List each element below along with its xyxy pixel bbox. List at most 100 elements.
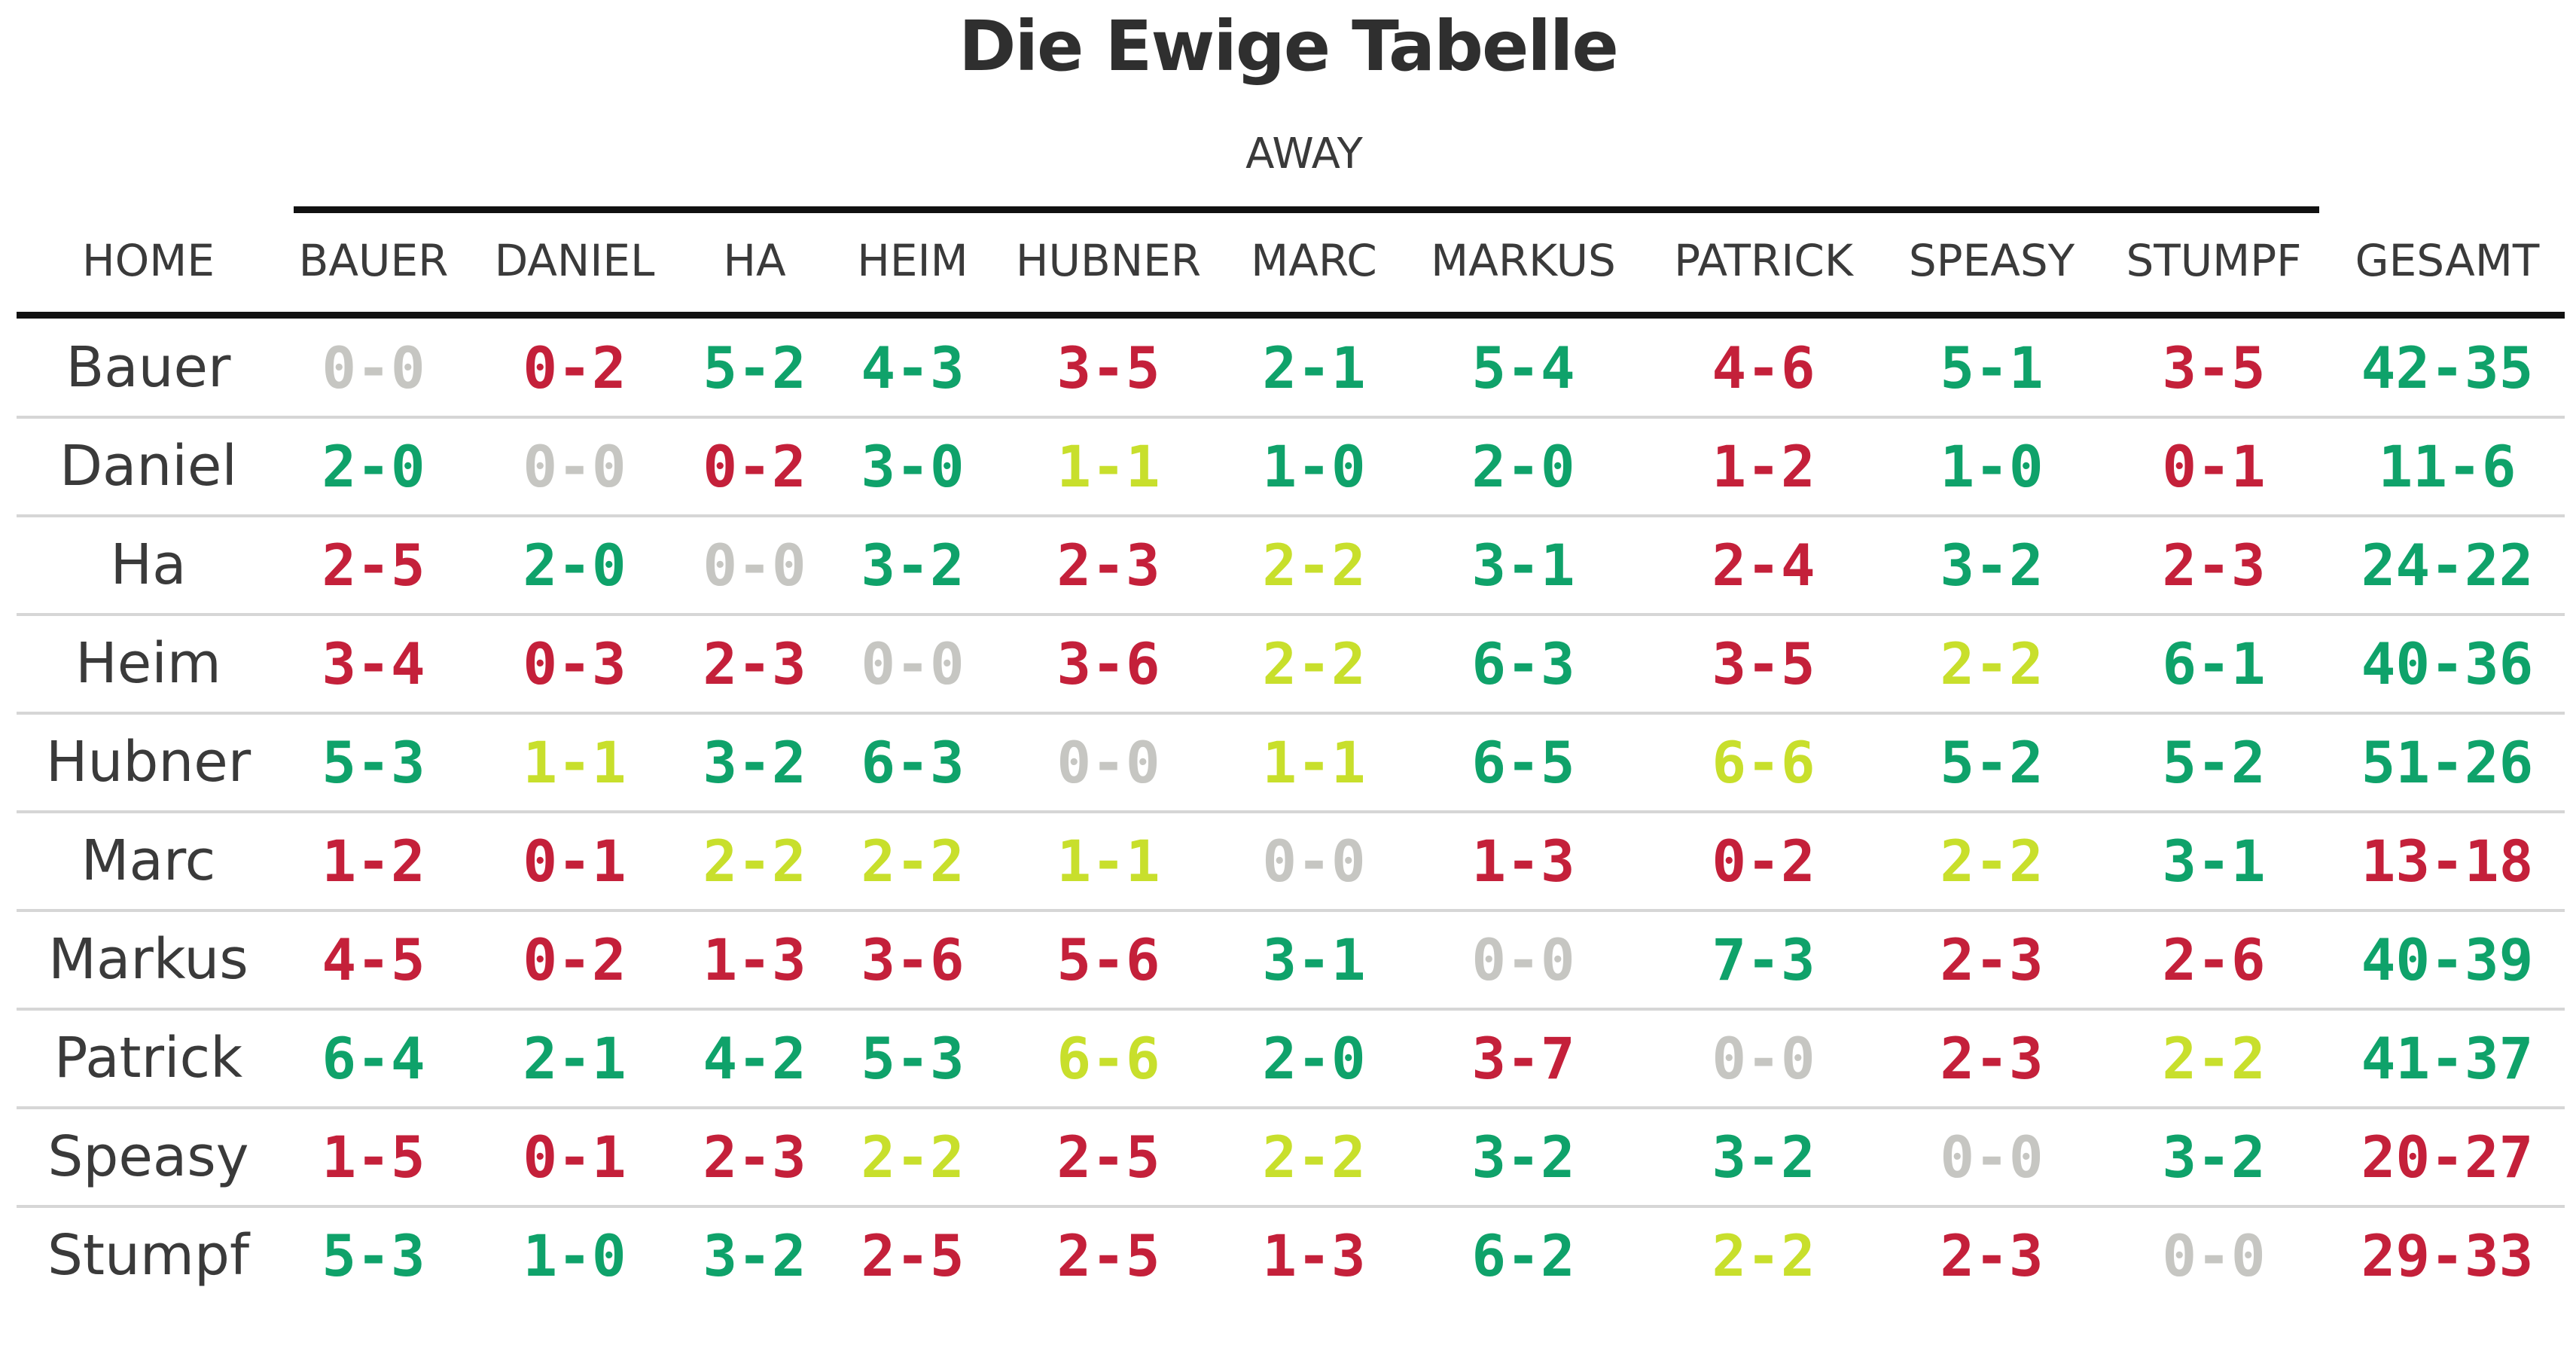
score-cell: 3-1 bbox=[1471, 532, 1575, 599]
score-cell: 1-1 bbox=[523, 729, 626, 796]
score-cell: 3-4 bbox=[322, 630, 425, 697]
score-cell: 2-2 bbox=[2162, 1025, 2266, 1092]
score-cell: 3-6 bbox=[861, 926, 965, 993]
row-label-markus: Markus bbox=[48, 927, 248, 992]
score-cell: 2-3 bbox=[1940, 1025, 2044, 1092]
score-cell: 3-2 bbox=[703, 729, 806, 796]
score-cell: 0-0 bbox=[1940, 1124, 2044, 1191]
row-separator bbox=[17, 1106, 2565, 1109]
column-header-daniel: DANIEL bbox=[494, 235, 655, 286]
row-separator bbox=[17, 1205, 2565, 1208]
score-cell: 0-0 bbox=[1471, 926, 1575, 993]
score-cell: 2-3 bbox=[1940, 1222, 2044, 1289]
score-cell: 3-6 bbox=[1056, 630, 1160, 697]
score-cell: 0-2 bbox=[523, 926, 626, 993]
row-label-bauer: Bauer bbox=[66, 335, 231, 400]
score-cell: 6-6 bbox=[1056, 1025, 1160, 1092]
column-header-hubner: HUBNER bbox=[1015, 235, 1202, 286]
score-cell: 2-2 bbox=[861, 828, 965, 895]
score-cell: 1-1 bbox=[1056, 828, 1160, 895]
score-cell: 2-5 bbox=[322, 532, 425, 599]
score-cell: 4-2 bbox=[703, 1025, 806, 1092]
score-cell: 0-0 bbox=[2162, 1222, 2266, 1289]
score-cell: 2-2 bbox=[1712, 1222, 1815, 1289]
score-cell: 3-2 bbox=[1712, 1124, 1815, 1191]
score-cell: 3-2 bbox=[2162, 1124, 2266, 1191]
score-cell: 2-5 bbox=[1056, 1222, 1160, 1289]
score-cell: 2-3 bbox=[2162, 532, 2266, 599]
column-header-heim: HEIM bbox=[857, 235, 968, 286]
score-cell: 3-2 bbox=[1471, 1124, 1575, 1191]
row-separator bbox=[17, 712, 2565, 715]
score-cell: 1-3 bbox=[1262, 1222, 1366, 1289]
score-cell: 0-0 bbox=[703, 532, 806, 599]
score-cell: 0-0 bbox=[322, 334, 425, 401]
away-group-label: AWAY bbox=[1245, 130, 1363, 178]
away-group-underline bbox=[294, 206, 2319, 213]
score-cell: 6-3 bbox=[861, 729, 965, 796]
row-separator bbox=[17, 909, 2565, 912]
score-cell: 3-2 bbox=[1940, 532, 2044, 599]
score-cell: 0-1 bbox=[523, 828, 626, 895]
score-cell: 6-3 bbox=[1471, 630, 1575, 697]
row-label-ha: Ha bbox=[110, 532, 187, 597]
score-cell: 5-6 bbox=[1056, 926, 1160, 993]
score-cell: 3-0 bbox=[861, 433, 965, 500]
score-cell: 0-2 bbox=[523, 334, 626, 401]
score-cell: 3-1 bbox=[1262, 926, 1366, 993]
home-column-header: HOME bbox=[82, 235, 215, 286]
row-label-marc: Marc bbox=[81, 828, 216, 893]
score-cell: 0-1 bbox=[2162, 433, 2266, 500]
score-cell: 2-2 bbox=[1262, 532, 1366, 599]
score-cell: 2-5 bbox=[861, 1222, 965, 1289]
score-cell: 3-7 bbox=[1471, 1025, 1575, 1092]
row-separator bbox=[17, 1008, 2565, 1011]
row-label-speasy: Speasy bbox=[47, 1124, 249, 1189]
score-cell: 0-1 bbox=[523, 1124, 626, 1191]
row-label-patrick: Patrick bbox=[53, 1026, 243, 1090]
score-cell: 2-2 bbox=[1940, 828, 2044, 895]
score-cell: 5-3 bbox=[861, 1025, 965, 1092]
row-label-daniel: Daniel bbox=[59, 434, 237, 499]
column-header-marc: MARC bbox=[1251, 235, 1377, 286]
total-cell: 40-36 bbox=[2361, 630, 2534, 697]
score-cell: 2-4 bbox=[1712, 532, 1815, 599]
column-header-ha: HA bbox=[723, 235, 786, 286]
score-cell: 0-0 bbox=[1262, 828, 1366, 895]
score-cell: 3-5 bbox=[1712, 630, 1815, 697]
score-cell: 2-2 bbox=[1262, 630, 1366, 697]
row-label-stumpf: Stumpf bbox=[47, 1223, 249, 1288]
row-label-hubner: Hubner bbox=[45, 730, 252, 794]
score-cell: 5-2 bbox=[2162, 729, 2266, 796]
score-cell: 2-3 bbox=[1940, 926, 2044, 993]
score-cell: 2-1 bbox=[523, 1025, 626, 1092]
score-cell: 3-2 bbox=[861, 532, 965, 599]
column-header-markus: MARKUS bbox=[1431, 235, 1616, 286]
score-cell: 7-3 bbox=[1712, 926, 1815, 993]
column-header-patrick: PATRICK bbox=[1674, 235, 1853, 286]
score-cell: 2-2 bbox=[861, 1124, 965, 1191]
score-cell: 3-1 bbox=[2162, 828, 2266, 895]
column-header-gesamt: GESAMT bbox=[2355, 235, 2540, 286]
row-separator bbox=[17, 416, 2565, 419]
total-cell: 20-27 bbox=[2361, 1124, 2534, 1191]
score-cell: 1-3 bbox=[703, 926, 806, 993]
score-cell: 1-2 bbox=[1712, 433, 1815, 500]
total-cell: 42-35 bbox=[2361, 334, 2534, 401]
column-header-bauer: BAUER bbox=[298, 235, 449, 286]
score-cell: 5-3 bbox=[322, 729, 425, 796]
score-cell: 2-2 bbox=[1262, 1124, 1366, 1191]
score-cell: 5-1 bbox=[1940, 334, 2044, 401]
header-underline bbox=[17, 312, 2565, 319]
score-cell: 2-6 bbox=[2162, 926, 2266, 993]
column-header-stumpf: STUMPF bbox=[2126, 235, 2302, 286]
score-cell: 0-2 bbox=[1712, 828, 1815, 895]
score-cell: 5-3 bbox=[322, 1222, 425, 1289]
score-cell: 1-0 bbox=[1262, 433, 1366, 500]
score-cell: 0-2 bbox=[703, 433, 806, 500]
score-cell: 6-2 bbox=[1471, 1222, 1575, 1289]
score-cell: 0-0 bbox=[1056, 729, 1160, 796]
total-cell: 51-26 bbox=[2361, 729, 2534, 796]
row-label-heim: Heim bbox=[75, 631, 221, 696]
score-cell: 5-4 bbox=[1471, 334, 1575, 401]
